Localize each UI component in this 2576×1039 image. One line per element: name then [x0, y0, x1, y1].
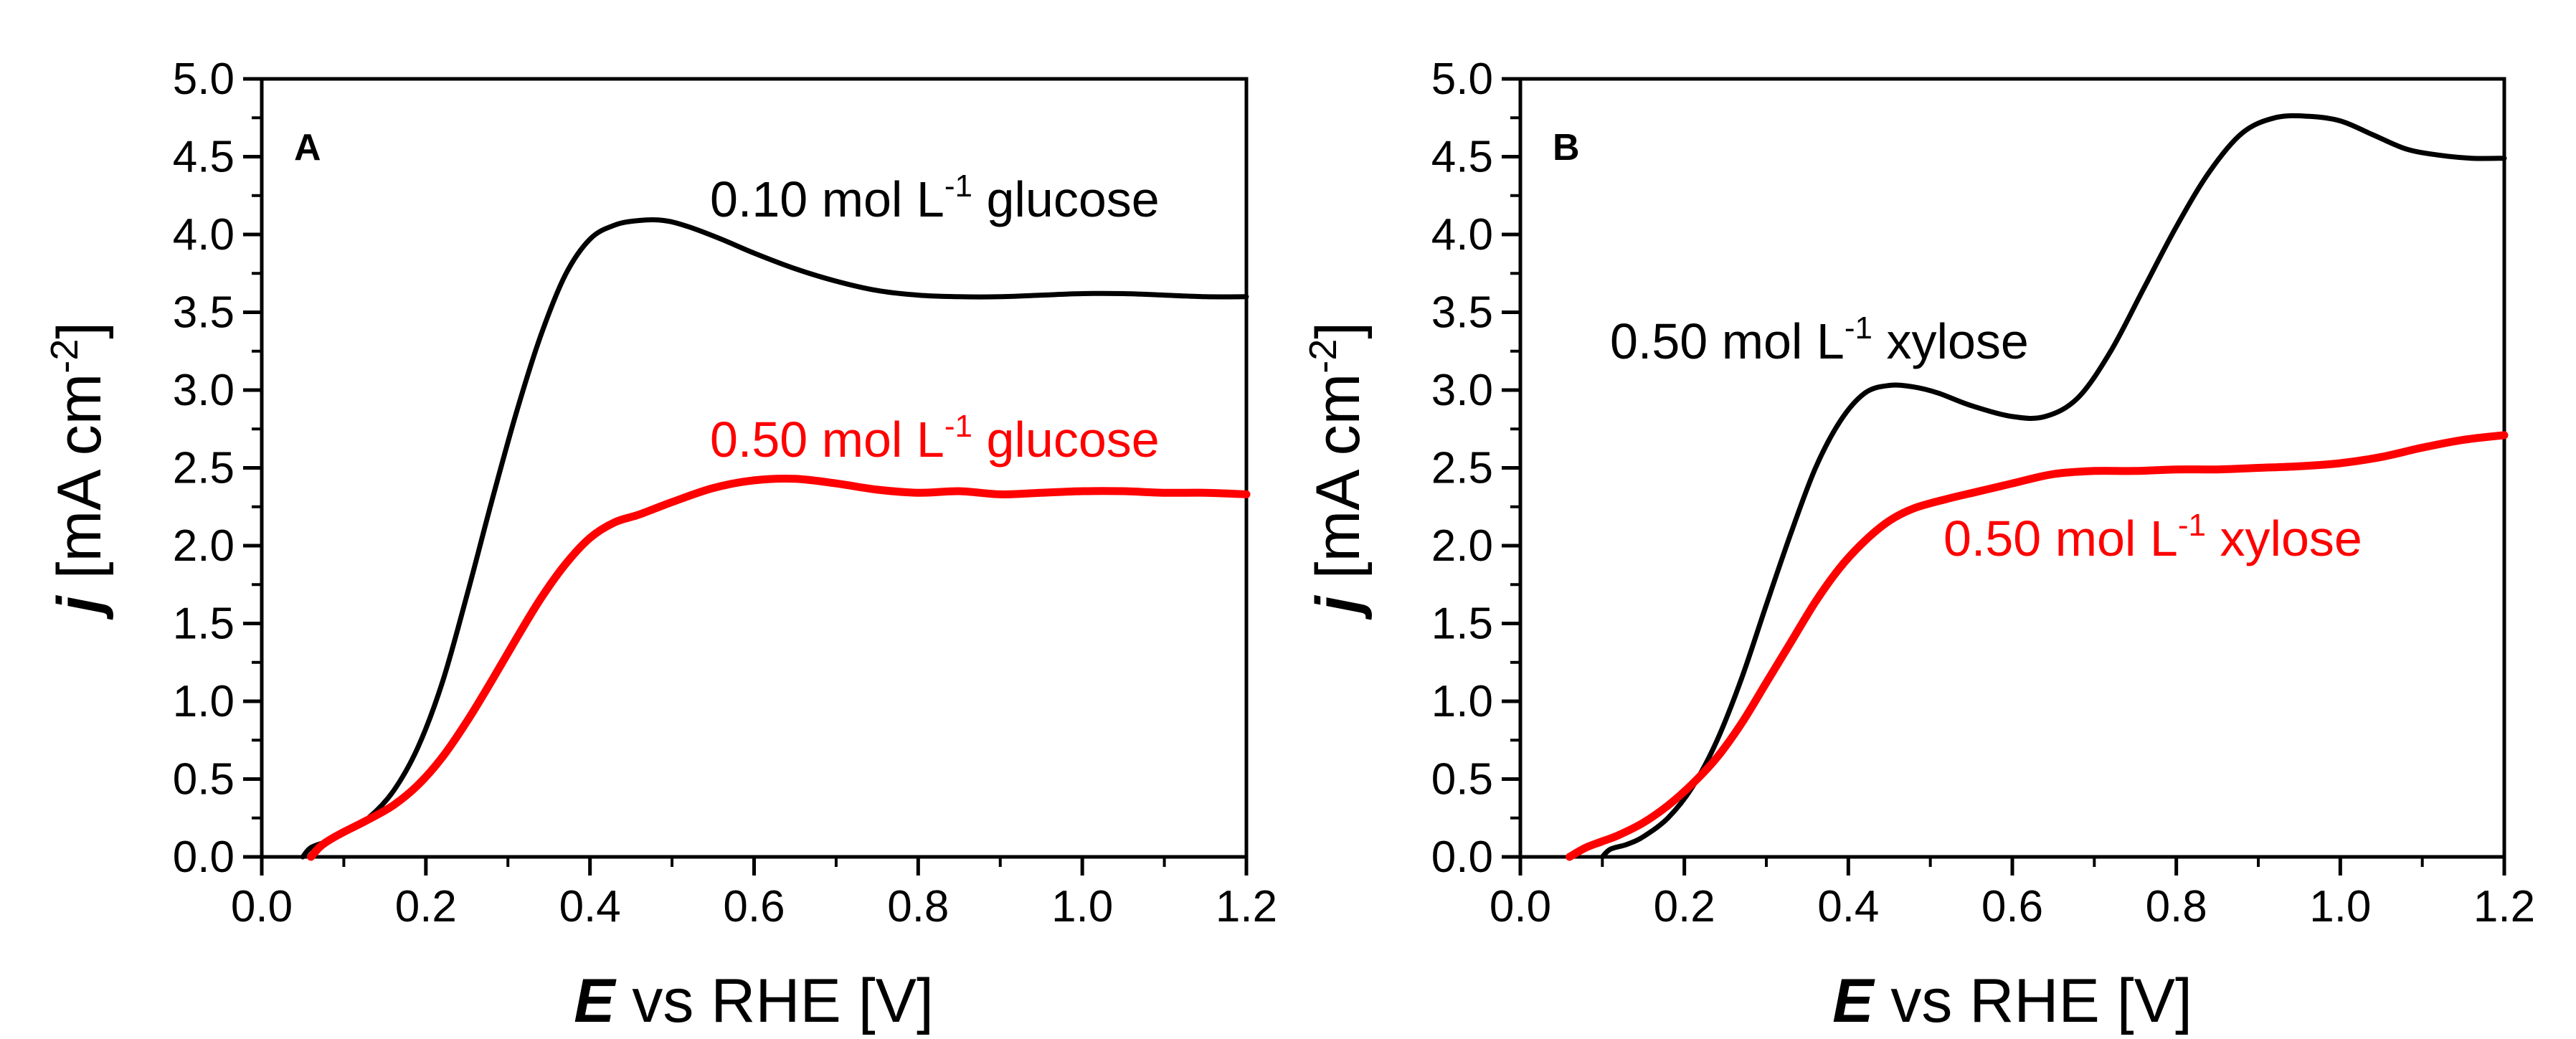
- panel-a-xtick-label: 1.0: [1051, 882, 1113, 931]
- panel-b-label: B: [1553, 127, 1580, 169]
- panel-a-xtick-label: 0.2: [395, 882, 457, 931]
- panel-a-ytick-label: 4.0: [173, 210, 235, 260]
- panel-a-xtick-label: 0.0: [231, 882, 293, 931]
- panel-b-series-label-black: 0.50 mol L-1 xylose: [1610, 310, 2029, 369]
- panel-b-ytick-label: 5.0: [1431, 54, 1493, 104]
- panel-a-ticks: [243, 77, 1249, 876]
- panel-b-ytick-label: 1.5: [1431, 599, 1493, 649]
- panel-b-series-label-red: 0.50 mol L-1 xylose: [1943, 508, 2362, 566]
- panel-a-series-line-red: [307, 474, 1251, 861]
- panel-a-xtick-label: 0.6: [723, 882, 785, 931]
- panel-a-ytick-label: 3.0: [173, 366, 235, 415]
- panel-b-xtick-label: 1.2: [2473, 882, 2535, 931]
- panel-b-ytick-label: 2.0: [1431, 521, 1493, 571]
- panel-b-xtick-labels: 0.0 0.2 0.4 0.6 0.8 1.0 1.2: [1490, 882, 2535, 931]
- panel-a: 0.0 0.2 0.4 0.6 0.8 1.0 1.2 0.0 0.5 1.0 1.5 2.0 2.5…: [43, 54, 1277, 1035]
- panel-b-x-axis-title: E vs RHE [V]: [1832, 967, 2192, 1035]
- panel-b-ytick-label: 3.0: [1431, 366, 1493, 415]
- panel-b-xtick-label: 0.0: [1490, 882, 1551, 931]
- panel-a-series-label-red: 0.50 mol L-1 glucose: [710, 409, 1160, 468]
- panel-a-ytick-label: 5.0: [173, 54, 235, 104]
- panel-a-ytick-label: 0.0: [173, 832, 235, 882]
- panel-b-ytick-label: 2.5: [1431, 444, 1493, 493]
- panel-b-ticks: [1502, 77, 2506, 876]
- panel-a-ytick-label: 1.5: [173, 599, 235, 649]
- panel-a-ytick-label: 2.0: [173, 521, 235, 571]
- panel-a-series-line-black: [300, 217, 1249, 860]
- panel-b-ytick-labels: 0.0 0.5 1.0 1.5 2.0 2.5 3.0 3.5 4.0 4.5 5.0: [1431, 54, 1493, 882]
- panel-a-y-axis-title: j [mA cm-2]: [43, 322, 114, 620]
- panel-a-ytick-label: 3.5: [173, 288, 235, 338]
- panel-a-xtick-labels: 0.0 0.2 0.4 0.6 0.8 1.0 1.2: [231, 882, 1277, 931]
- panel-a-xtick-label: 0.8: [887, 882, 949, 931]
- panel-b-xtick-label: 0.6: [1981, 882, 2043, 931]
- panel-a-x-axis-title: E vs RHE [V]: [574, 967, 934, 1035]
- panel-a-ytick-labels: 0.0 0.5 1.0 1.5 2.0 2.5 3.0 3.5 4.0 4.5 5.0: [173, 54, 235, 882]
- panel-b-ytick-label: 4.0: [1431, 210, 1493, 260]
- panel-b-ytick-label: 0.0: [1431, 832, 1493, 882]
- panel-a-ytick-label: 0.5: [173, 755, 235, 805]
- panel-a-xtick-label: 0.4: [559, 882, 621, 931]
- panel-b-ytick-label: 3.5: [1431, 288, 1493, 338]
- panel-b-frame: [1518, 77, 2506, 859]
- panel-b-ytick-label: 4.5: [1431, 133, 1493, 182]
- panel-b-plot-lines: [1566, 113, 2509, 861]
- panel-b-series-line-black: [1599, 113, 2507, 860]
- panel-a-series-label-black: 0.10 mol L-1 glucose: [710, 169, 1160, 227]
- panel-a-label: A: [294, 127, 321, 169]
- panel-b-xtick-label: 0.4: [1817, 882, 1879, 931]
- panel-a-ytick-label: 2.5: [173, 444, 235, 493]
- panel-b-ytick-label: 1.0: [1431, 677, 1493, 726]
- panel-b-xtick-label: 1.0: [2309, 882, 2371, 931]
- panel-b-xtick-label: 0.8: [2146, 882, 2207, 931]
- panel-a-ytick-label: 4.5: [173, 133, 235, 182]
- panel-a-xtick-label: 1.2: [1216, 882, 1277, 931]
- panel-b-ytick-label: 0.5: [1431, 755, 1493, 805]
- panel-b-y-axis-title: j [mA cm-2]: [1302, 322, 1373, 620]
- panel-b: 0.0 0.2 0.4 0.6 0.8 1.0 1.2 0.0 0.5 1.0 1.5 2.0 2.5…: [1302, 54, 2535, 1035]
- panel-b-series-line-red: [1566, 431, 2509, 861]
- panel-a-plot-lines: [300, 217, 1251, 861]
- panel-b-xtick-label: 0.2: [1654, 882, 1715, 931]
- panel-a-ytick-label: 1.0: [173, 677, 235, 726]
